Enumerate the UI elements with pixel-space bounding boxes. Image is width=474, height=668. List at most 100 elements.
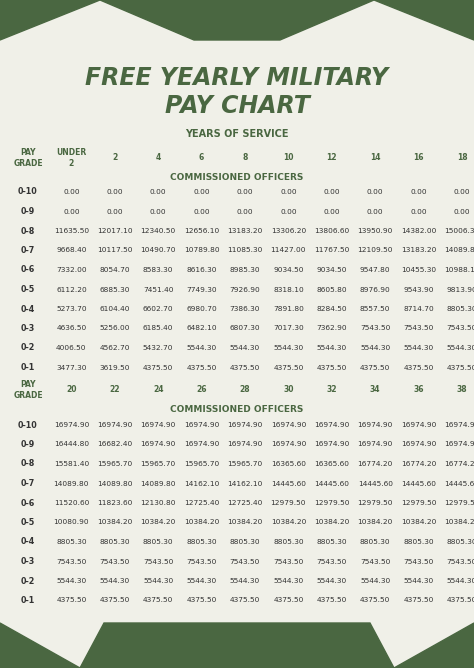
- Text: 0-9: 0-9: [21, 207, 35, 216]
- Text: YEARS OF SERVICE: YEARS OF SERVICE: [185, 129, 289, 139]
- Text: 6885.30: 6885.30: [100, 287, 130, 293]
- Text: 7543.50: 7543.50: [230, 558, 260, 564]
- Text: 3619.50: 3619.50: [100, 365, 130, 371]
- Text: 16974.90: 16974.90: [184, 442, 219, 448]
- Polygon shape: [0, 0, 100, 40]
- Text: 8805.30: 8805.30: [317, 539, 347, 545]
- Text: UNDER
2: UNDER 2: [56, 148, 87, 168]
- Text: 4375.50: 4375.50: [447, 365, 474, 371]
- Text: 0-2: 0-2: [21, 576, 35, 585]
- Text: 12979.50: 12979.50: [444, 500, 474, 506]
- Text: 5544.30: 5544.30: [100, 578, 130, 584]
- Text: 0.00: 0.00: [367, 189, 383, 195]
- Text: 5544.30: 5544.30: [317, 578, 347, 584]
- Text: 10455.30: 10455.30: [401, 267, 436, 273]
- Text: 4375.50: 4375.50: [273, 365, 303, 371]
- Text: 4375.50: 4375.50: [317, 597, 347, 603]
- Text: 4375.50: 4375.50: [230, 365, 260, 371]
- Text: 0-7: 0-7: [21, 479, 35, 488]
- Text: 16974.90: 16974.90: [140, 442, 176, 448]
- Text: 4375.50: 4375.50: [143, 365, 173, 371]
- Text: 7543.50: 7543.50: [360, 558, 391, 564]
- Text: 9813.90: 9813.90: [447, 287, 474, 293]
- Text: 16974.90: 16974.90: [271, 422, 306, 428]
- Text: 10490.70: 10490.70: [140, 248, 176, 253]
- Text: 20: 20: [66, 385, 77, 395]
- Text: 6104.40: 6104.40: [100, 306, 130, 312]
- Text: 0.00: 0.00: [280, 189, 297, 195]
- Polygon shape: [0, 623, 80, 668]
- Text: 12725.40: 12725.40: [228, 500, 263, 506]
- Text: 8318.10: 8318.10: [273, 287, 304, 293]
- Text: 0-1: 0-1: [21, 363, 35, 372]
- Text: COMMISSIONED OFFICERS: COMMISSIONED OFFICERS: [170, 405, 304, 415]
- Text: 14: 14: [370, 154, 381, 162]
- Text: 4375.50: 4375.50: [143, 597, 173, 603]
- Text: 8805.30: 8805.30: [447, 539, 474, 545]
- Text: 0-3: 0-3: [21, 324, 35, 333]
- Text: 6807.30: 6807.30: [230, 325, 260, 331]
- Text: 16974.90: 16974.90: [314, 442, 349, 448]
- Text: 0-10: 0-10: [18, 188, 38, 196]
- Text: 16774.20: 16774.20: [357, 461, 393, 467]
- Text: 5544.30: 5544.30: [56, 578, 87, 584]
- Text: 5544.30: 5544.30: [403, 345, 434, 351]
- Text: 7926.90: 7926.90: [229, 287, 260, 293]
- Text: 6185.40: 6185.40: [143, 325, 173, 331]
- Text: 0.00: 0.00: [150, 208, 166, 214]
- Text: 4375.50: 4375.50: [403, 597, 434, 603]
- Text: 16974.90: 16974.90: [401, 442, 436, 448]
- Text: 8284.50: 8284.50: [317, 306, 347, 312]
- Text: 12979.50: 12979.50: [314, 500, 349, 506]
- Text: 14089.80: 14089.80: [54, 480, 89, 486]
- Text: 0.00: 0.00: [410, 189, 427, 195]
- Text: 4: 4: [155, 154, 161, 162]
- Text: 16974.90: 16974.90: [271, 442, 306, 448]
- Text: 4375.50: 4375.50: [56, 597, 87, 603]
- Text: 28: 28: [240, 385, 250, 395]
- Text: 4375.50: 4375.50: [403, 365, 434, 371]
- Text: 16974.90: 16974.90: [228, 442, 263, 448]
- Text: 6112.20: 6112.20: [56, 287, 87, 293]
- Text: 10384.20: 10384.20: [444, 520, 474, 526]
- Text: 5544.30: 5544.30: [230, 345, 260, 351]
- Text: 7543.50: 7543.50: [447, 558, 474, 564]
- Text: 7451.40: 7451.40: [143, 287, 173, 293]
- Text: 16974.90: 16974.90: [54, 422, 89, 428]
- Text: 10384.20: 10384.20: [184, 520, 219, 526]
- Text: 16444.80: 16444.80: [54, 442, 89, 448]
- Text: 0.00: 0.00: [193, 189, 210, 195]
- Polygon shape: [394, 623, 474, 668]
- Text: 7891.80: 7891.80: [273, 306, 304, 312]
- Text: PAY CHART: PAY CHART: [164, 94, 310, 118]
- Text: 15965.70: 15965.70: [184, 461, 219, 467]
- Text: 4375.50: 4375.50: [230, 597, 260, 603]
- Text: 16682.40: 16682.40: [97, 442, 132, 448]
- Polygon shape: [100, 0, 374, 40]
- Text: 7543.50: 7543.50: [100, 558, 130, 564]
- Text: 0-8: 0-8: [21, 460, 35, 468]
- Text: 10384.20: 10384.20: [271, 520, 306, 526]
- Text: 16365.60: 16365.60: [314, 461, 349, 467]
- Text: 16974.90: 16974.90: [357, 422, 393, 428]
- Text: 12: 12: [327, 154, 337, 162]
- Text: 7543.50: 7543.50: [143, 558, 173, 564]
- Text: 22: 22: [109, 385, 120, 395]
- Text: 0.00: 0.00: [150, 189, 166, 195]
- Text: 10384.20: 10384.20: [228, 520, 263, 526]
- Text: 9547.80: 9547.80: [360, 267, 391, 273]
- Text: 26: 26: [196, 385, 207, 395]
- Text: FREE YEARLY MILITARY: FREE YEARLY MILITARY: [85, 66, 389, 90]
- Text: 0-5: 0-5: [21, 285, 35, 294]
- Text: 9034.50: 9034.50: [273, 267, 304, 273]
- Text: 11085.30: 11085.30: [228, 248, 263, 253]
- Text: 5432.70: 5432.70: [143, 345, 173, 351]
- Text: 11520.60: 11520.60: [54, 500, 89, 506]
- Text: 16: 16: [413, 154, 424, 162]
- Text: 7017.30: 7017.30: [273, 325, 304, 331]
- Text: 16774.20: 16774.20: [401, 461, 436, 467]
- Text: 10384.20: 10384.20: [97, 520, 133, 526]
- Text: 5544.30: 5544.30: [317, 345, 347, 351]
- Text: 7543.50: 7543.50: [447, 325, 474, 331]
- Text: 8805.30: 8805.30: [186, 539, 217, 545]
